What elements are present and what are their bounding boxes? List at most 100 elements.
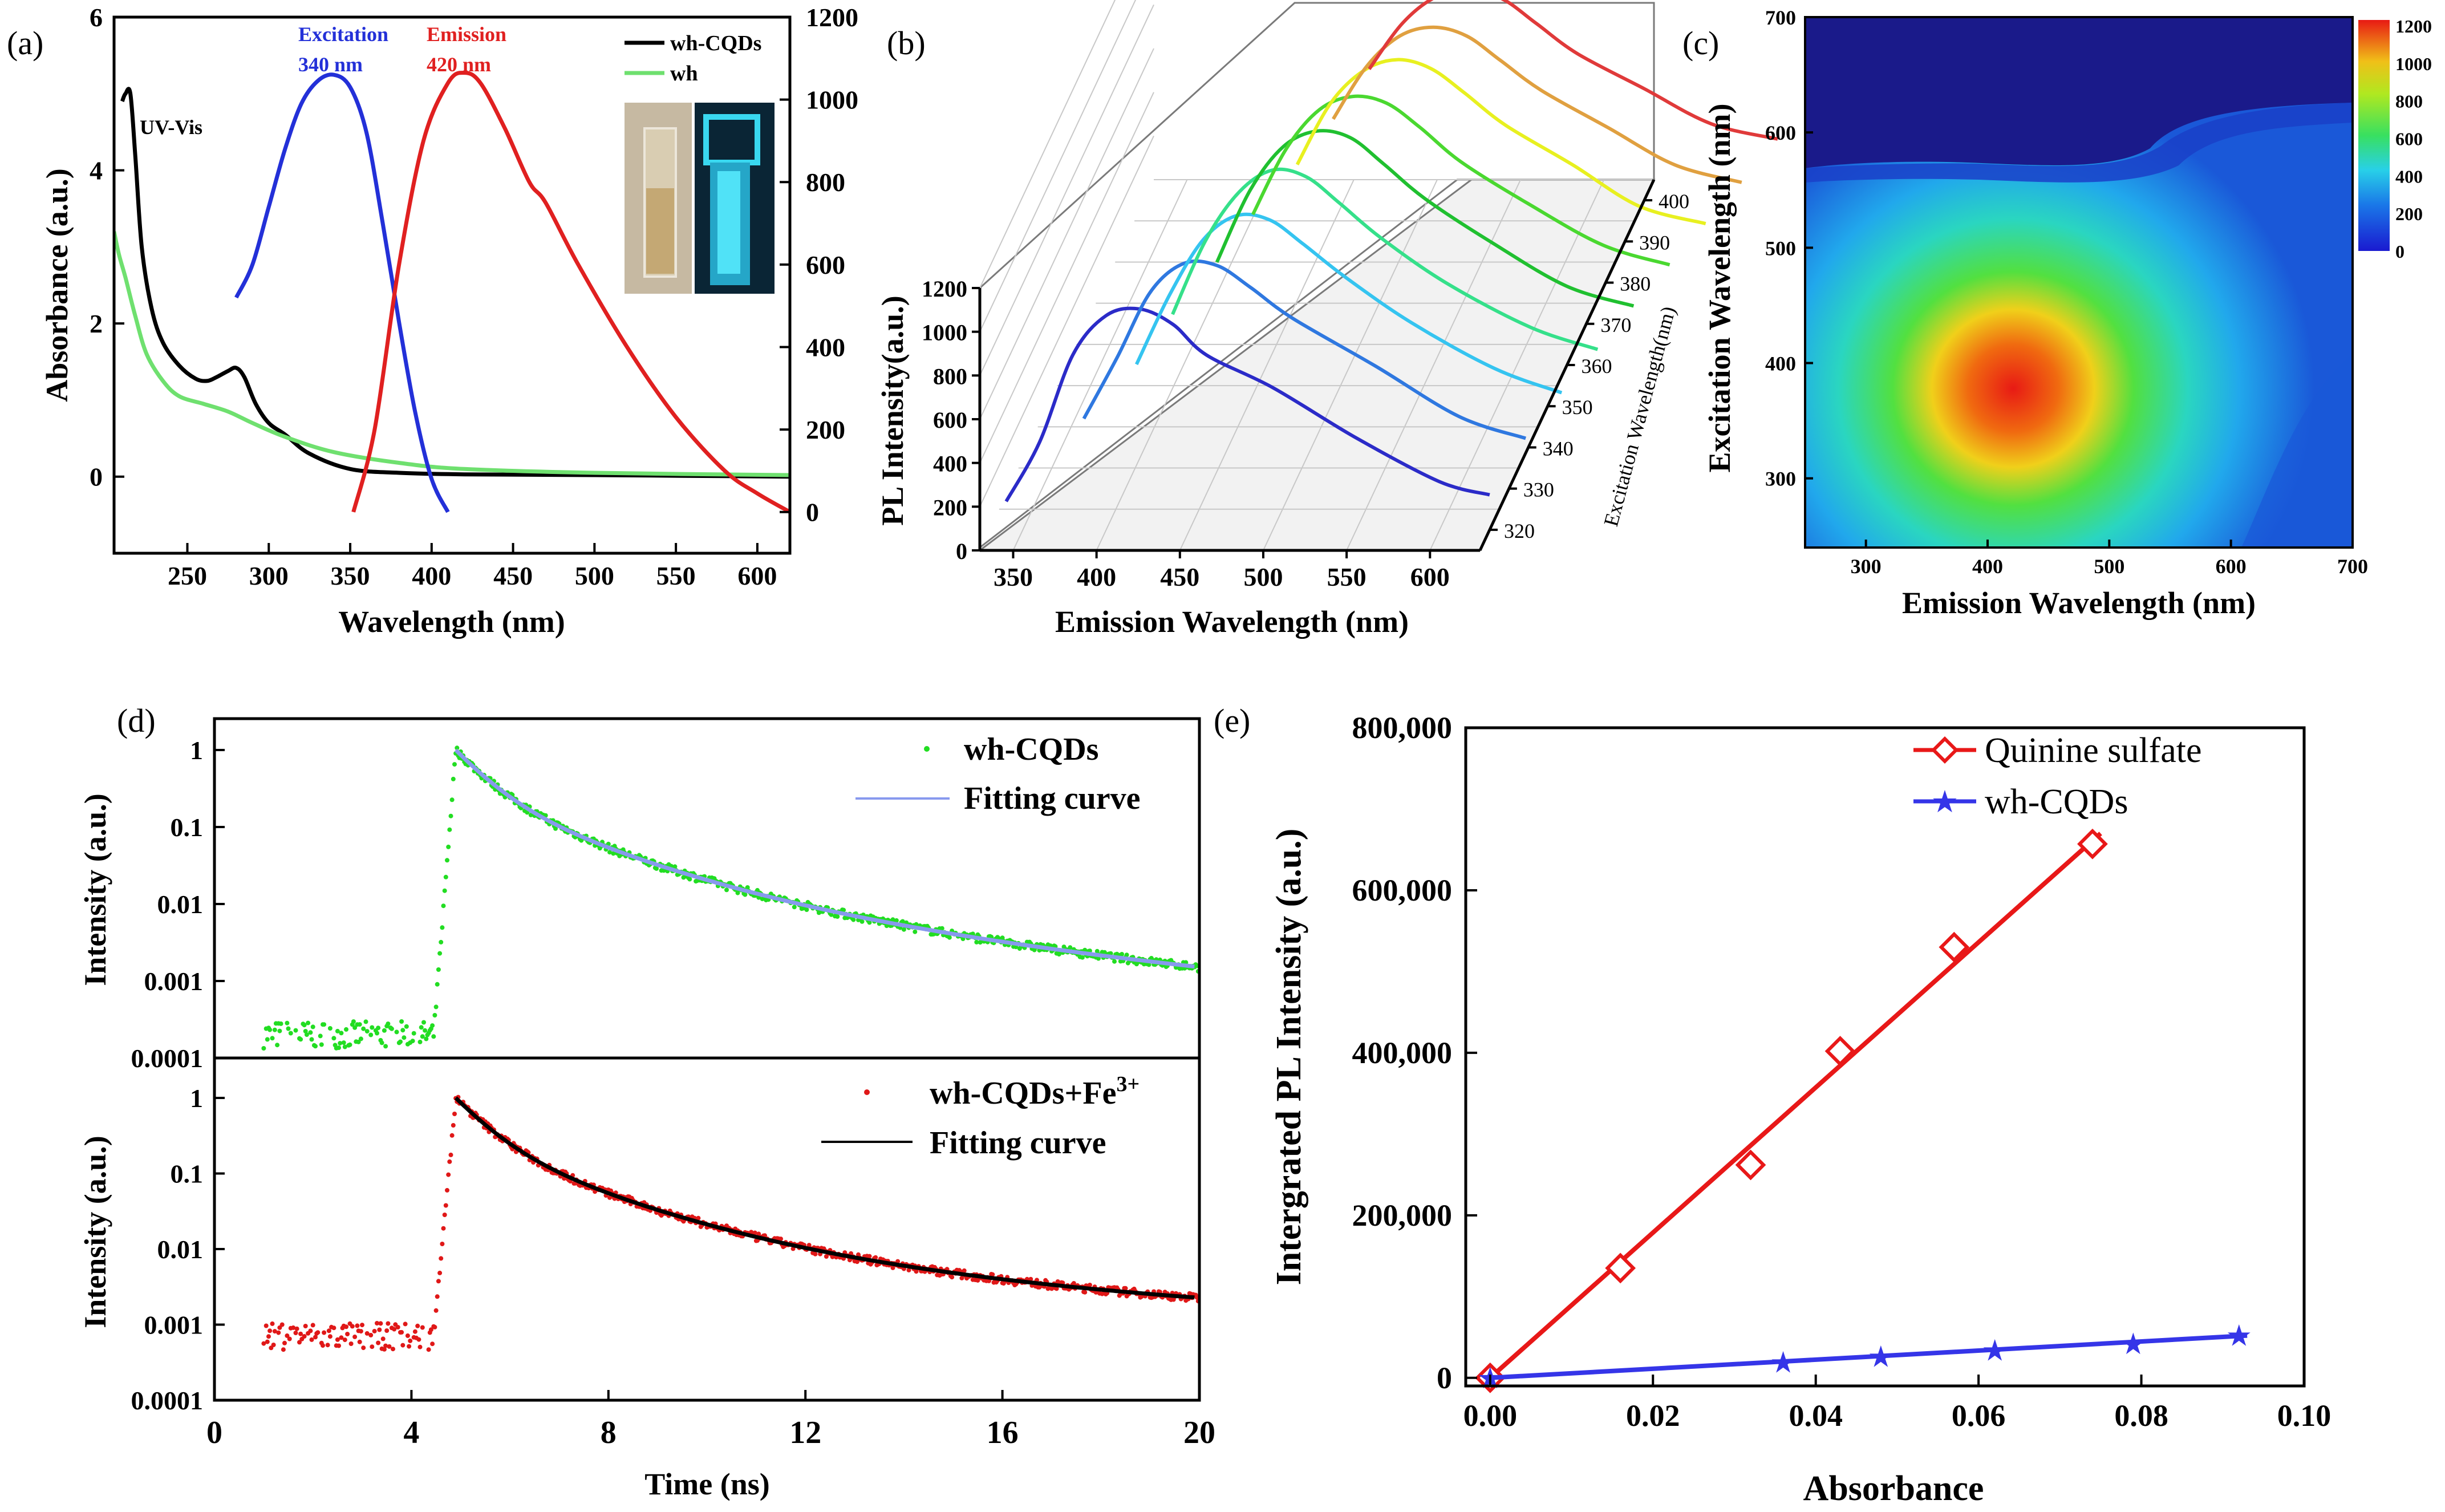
y-tick-label: 0.0001 [131,1044,204,1073]
data-point [313,1044,318,1049]
grid-line [1096,179,1271,551]
data-point [338,1041,343,1046]
data-point [335,1028,340,1033]
panel-a-plot [114,71,790,514]
data-point [446,844,451,849]
y-tick-label: 500 [1765,237,1796,260]
data-point [804,907,809,912]
data-point [368,1032,374,1037]
data-point [400,1343,406,1348]
data-point [261,1341,266,1346]
data-point [421,1020,426,1025]
data-point [358,1036,363,1041]
panel-c: (c) 300 400 500 600 700 300 400 500 600 700 Emis… [1682,6,2432,620]
y-tick-label: 2 [90,309,103,338]
y-tick-label: 400,000 [1352,1036,1453,1070]
y-right-tick-label: 1200 [806,3,858,32]
x-tick-label: 8 [601,1415,617,1450]
data-point [851,917,856,922]
data-point [947,935,952,940]
y-tick-label: 0 [90,463,103,492]
data-point [432,1324,437,1329]
data-point [1146,962,1151,967]
data-point [358,1329,363,1334]
data-point [792,905,797,910]
data-point [442,1213,447,1217]
panel-d: (d) 0 4 8 12 16 20 0.0001 0.001 0.01 0.1 1 0.0001… [78,702,1215,1501]
data-point [432,1013,437,1018]
panel-c-label: (c) [1682,25,1719,62]
data-point [303,1324,308,1328]
data-point [270,1036,275,1041]
data-point [271,1343,276,1347]
data-point [344,1324,348,1329]
data-point [298,1037,303,1042]
data-point [376,1025,381,1031]
x-tick-label: 300 [249,561,289,590]
data-point [270,1321,275,1326]
data-point [939,926,944,931]
data-point [339,1335,344,1340]
data-point [743,892,748,897]
x-tick-label: 600 [2216,555,2247,578]
data-point [383,1343,388,1348]
z-tick-label: 370 [1600,314,1631,337]
data-point [974,939,979,945]
data-point [279,1322,285,1327]
data-point [364,1331,370,1336]
data-point [441,1226,446,1231]
x-tick-label: 250 [168,561,207,590]
data-point [437,951,443,956]
legend-marker-fe [864,1089,870,1095]
data-point [894,918,899,923]
data-point [360,1323,364,1328]
series-line-ex-340 [1134,212,1563,395]
data-point [336,1343,341,1348]
data-point [384,1328,390,1333]
x-tick-label: 500 [1243,562,1283,591]
data-point [430,1341,435,1347]
x-tick-label: 500 [2094,555,2124,578]
y-tick-label: 800,000 [1352,711,1453,745]
x-tick-label: 350 [994,562,1033,591]
data-point [377,1327,382,1332]
data-point [436,967,441,972]
series-line-ex-330 [1082,259,1527,440]
data-point [687,877,692,882]
data-point [1054,1286,1059,1291]
data-point [420,1325,425,1330]
heatmap-low-region [1805,17,2353,168]
data-point [439,939,444,945]
x-tick-label: 400 [1972,555,2003,578]
y-tick-label: 600 [933,407,967,433]
x-tick-label: 0.08 [2114,1399,2168,1433]
data-point [276,1330,281,1335]
grid-line [1012,179,1188,551]
data-point [310,1024,315,1029]
marker-wh-cqds: ★ [2120,1327,2147,1361]
data-point [321,1343,325,1348]
data-point [451,776,456,781]
fit-curve [454,748,1195,969]
legend-marker-quinine [1931,736,1959,764]
panel-e-frame [1464,726,2306,1388]
series-line-ex-350 [1171,167,1599,351]
data-point [318,1033,323,1039]
data-point [1112,959,1117,964]
data-point [1120,952,1124,956]
data-point [408,1338,413,1343]
data-point [895,1259,901,1264]
data-point [303,1029,308,1033]
data-point [277,1028,282,1033]
z-tick-label: 320 [1504,520,1535,542]
data-point [379,1040,384,1045]
x-tick-label: 600 [737,561,777,590]
y-tick-label: 200,000 [1352,1198,1453,1233]
colorbar-tick-label: 1200 [2395,16,2432,37]
x-tick-label: 0.04 [1789,1399,1843,1433]
data-point [447,1159,452,1164]
data-point [378,1321,383,1326]
y-tick-label: 0.01 [157,1235,204,1264]
x-tick-label: 400 [412,561,451,590]
